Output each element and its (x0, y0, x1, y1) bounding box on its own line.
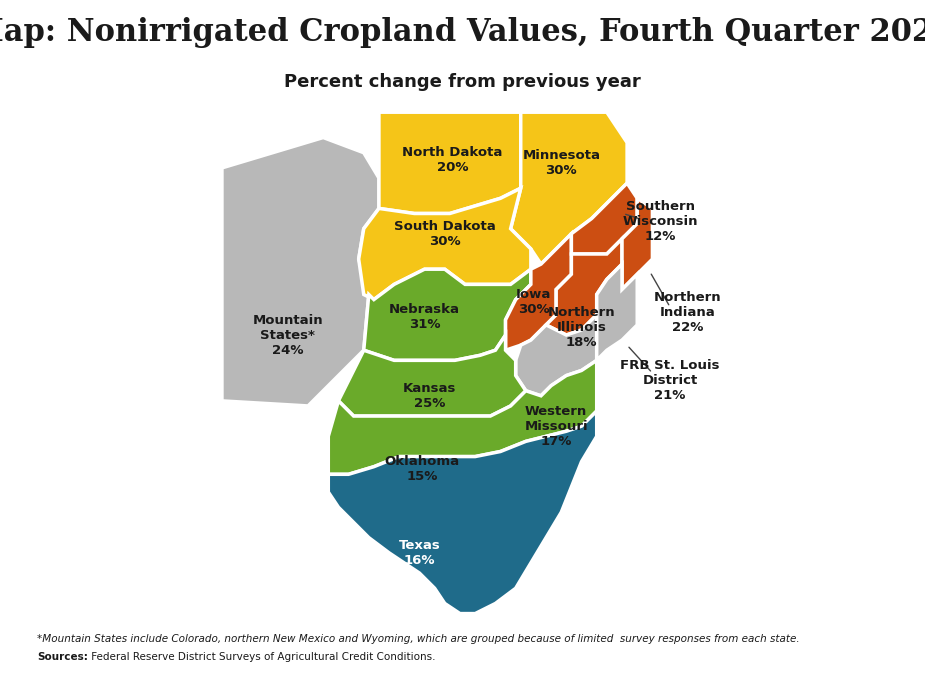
Text: FRB St. Louis
District
21%: FRB St. Louis District 21% (621, 359, 720, 402)
Polygon shape (364, 269, 531, 360)
Text: Nebraska
31%: Nebraska 31% (389, 304, 460, 331)
Polygon shape (339, 335, 525, 416)
Polygon shape (515, 315, 597, 396)
Text: Northern
Illinois
18%: Northern Illinois 18% (548, 306, 615, 349)
Text: Percent change from previous year: Percent change from previous year (284, 73, 641, 91)
Text: Texas
16%: Texas 16% (399, 538, 440, 567)
Text: Map: Nonirrigated Cropland Values, Fourth Quarter 2021: Map: Nonirrigated Cropland Values, Fourt… (0, 17, 925, 49)
Text: South Dakota
30%: South Dakota 30% (394, 220, 496, 248)
Text: Iowa
30%: Iowa 30% (516, 288, 551, 316)
Polygon shape (597, 264, 637, 360)
Text: Mountain
States*
24%: Mountain States* 24% (253, 313, 323, 356)
Text: Minnesota
30%: Minnesota 30% (523, 149, 600, 177)
Text: *Mountain States include Colorado, northern New Mexico and Wyoming, which are gr: *Mountain States include Colorado, north… (37, 635, 799, 644)
Polygon shape (328, 411, 597, 613)
Text: Federal Reserve District Surveys of Agricultural Credit Conditions.: Federal Reserve District Surveys of Agri… (88, 652, 436, 662)
Polygon shape (222, 137, 379, 406)
Polygon shape (572, 183, 637, 254)
Text: Southern
Wisconsin
12%: Southern Wisconsin 12% (623, 200, 697, 243)
Polygon shape (359, 188, 531, 299)
Polygon shape (506, 234, 572, 350)
Text: Sources:: Sources: (37, 652, 88, 662)
Polygon shape (622, 198, 652, 290)
Text: North Dakota
20%: North Dakota 20% (402, 146, 502, 175)
Text: Northern
Indiana
22%: Northern Indiana 22% (654, 291, 722, 334)
Polygon shape (511, 112, 627, 264)
Text: Western
Missouri
17%: Western Missouri 17% (524, 405, 588, 448)
Text: Kansas
25%: Kansas 25% (403, 382, 456, 410)
Text: Oklahoma
15%: Oklahoma 15% (385, 455, 460, 483)
Polygon shape (379, 112, 521, 213)
Polygon shape (546, 239, 622, 335)
Polygon shape (328, 360, 597, 474)
